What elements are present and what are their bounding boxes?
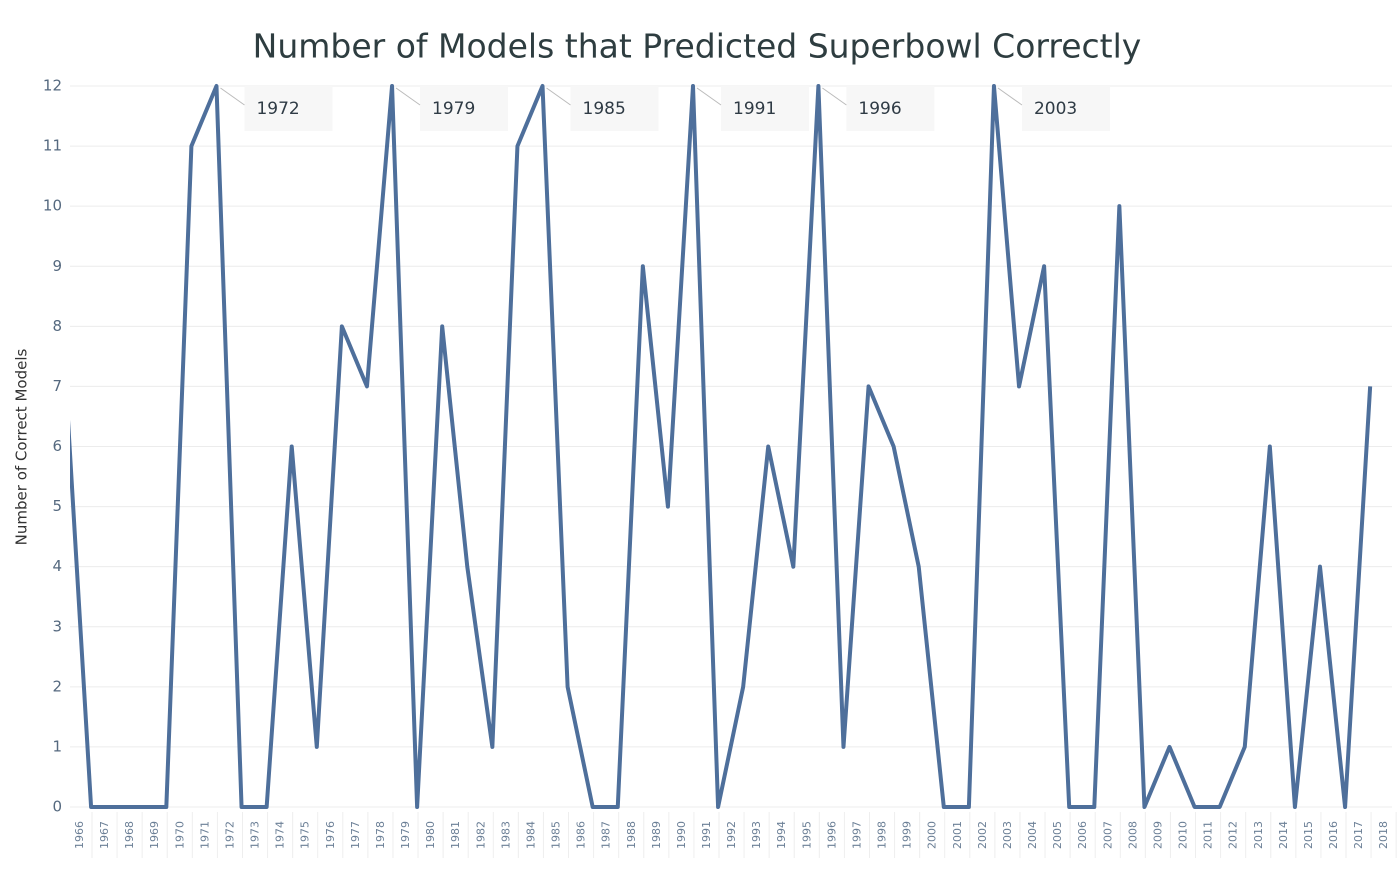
x-tick-label: 2011 <box>1202 821 1215 849</box>
x-tick-label: 1993 <box>750 821 763 849</box>
x-tick-label: 1990 <box>675 821 688 849</box>
y-tick-label: 5 <box>52 497 62 515</box>
annotation-leader <box>822 87 847 106</box>
x-tick-label: 1989 <box>650 821 663 849</box>
y-tick-label: 8 <box>52 317 62 335</box>
annotation-box <box>846 86 935 131</box>
annotation-box <box>244 86 333 131</box>
x-tick-label: 1996 <box>825 821 838 849</box>
x-tick-label: 1992 <box>725 821 738 849</box>
x-tick-label: 2007 <box>1101 821 1114 849</box>
annotation-box <box>570 86 659 131</box>
y-tick-label: 3 <box>52 617 62 635</box>
x-tick-label: 1976 <box>324 821 337 849</box>
x-tick-label: 1985 <box>550 821 563 849</box>
x-tick-label: 2006 <box>1076 821 1089 849</box>
x-tick-label: 2005 <box>1051 821 1064 849</box>
x-tick-label: 1979 <box>399 821 412 849</box>
x-tick-label: 2018 <box>1377 821 1390 849</box>
x-tick-label: 2010 <box>1177 821 1190 849</box>
annotation: 1979 <box>432 99 475 119</box>
annotation-box <box>721 86 809 131</box>
x-tick-label: 1988 <box>625 821 638 849</box>
y-tick-label: 4 <box>52 557 62 575</box>
x-tick-label: 2000 <box>926 821 939 849</box>
y-tick-label: 11 <box>43 137 62 155</box>
x-tick-label: 2015 <box>1302 821 1315 849</box>
x-tick-label: 1986 <box>575 821 588 849</box>
x-tick-label: 1966 <box>73 821 86 849</box>
x-tick-label: 1967 <box>98 821 111 849</box>
y-tick-label: 0 <box>52 798 62 816</box>
x-tick-label: 1971 <box>198 821 211 849</box>
x-tick-label: 2017 <box>1352 821 1365 849</box>
x-tick-label: 2012 <box>1227 821 1240 849</box>
x-tick-label: 1978 <box>374 821 387 849</box>
x-tick-label: 1987 <box>600 821 613 849</box>
x-tick-label: 1969 <box>148 821 161 849</box>
annotation-box <box>1021 86 1110 131</box>
data-line <box>70 84 1373 809</box>
x-tick-label: 1968 <box>123 821 136 849</box>
x-tick-label: 1982 <box>474 821 487 849</box>
annotation: 1972 <box>256 99 299 119</box>
x-tick-label: 1997 <box>850 821 863 849</box>
x-tick-label: 1975 <box>299 821 312 849</box>
annotation-leader <box>220 87 245 106</box>
x-tick-label: 1998 <box>876 821 889 849</box>
annotation: 2003 <box>1034 99 1077 119</box>
x-tick-label: 2014 <box>1277 821 1290 849</box>
x-tick-label: 1981 <box>449 821 462 849</box>
annotation-leader <box>546 87 571 106</box>
x-tick-label: 1977 <box>349 821 362 849</box>
x-tick-label: 2003 <box>1001 821 1014 849</box>
x-tick-label: 2002 <box>976 821 989 849</box>
x-tick-label: 1970 <box>173 821 186 849</box>
y-axis-label: Number of Correct Models <box>13 349 31 546</box>
x-tick-label: 1972 <box>223 821 236 849</box>
x-tick-label: 1991 <box>700 821 713 849</box>
x-tick-label: 1994 <box>775 821 788 849</box>
annotation-box <box>420 86 509 131</box>
x-tick-label: 2004 <box>1026 821 1039 849</box>
x-tick-label: 2008 <box>1126 821 1139 849</box>
x-tick-label: 1999 <box>901 821 914 849</box>
x-tick-label: 1973 <box>249 821 262 849</box>
x-tick-label: 2016 <box>1327 821 1340 849</box>
x-tick-label: 1980 <box>424 821 437 849</box>
y-tick-label: 1 <box>52 737 62 755</box>
x-tick-label: 2001 <box>951 821 964 849</box>
x-tick-label: 1983 <box>499 821 512 849</box>
y-tick-label: 9 <box>52 257 62 275</box>
x-tick-label: 2009 <box>1151 821 1164 849</box>
x-tick-label: 1974 <box>274 821 287 849</box>
chart-title: Number of Models that Predicted Superbow… <box>253 27 1142 66</box>
x-tick-label: 1984 <box>524 821 537 849</box>
x-tick-label: 2013 <box>1252 821 1265 849</box>
annotation: 1985 <box>583 99 626 119</box>
y-tick-label: 12 <box>43 77 62 95</box>
annotation-leader <box>696 87 722 106</box>
annotation-leader <box>997 87 1023 106</box>
x-tick-label: 1995 <box>800 821 813 849</box>
y-tick-label: 6 <box>52 437 62 455</box>
y-tick-label: 2 <box>52 677 62 695</box>
y-tick-label: 7 <box>52 377 62 395</box>
y-tick-label: 10 <box>43 197 62 215</box>
annotation: 1991 <box>733 99 776 119</box>
annotation: 1996 <box>858 99 901 119</box>
annotation-leader <box>395 87 421 106</box>
